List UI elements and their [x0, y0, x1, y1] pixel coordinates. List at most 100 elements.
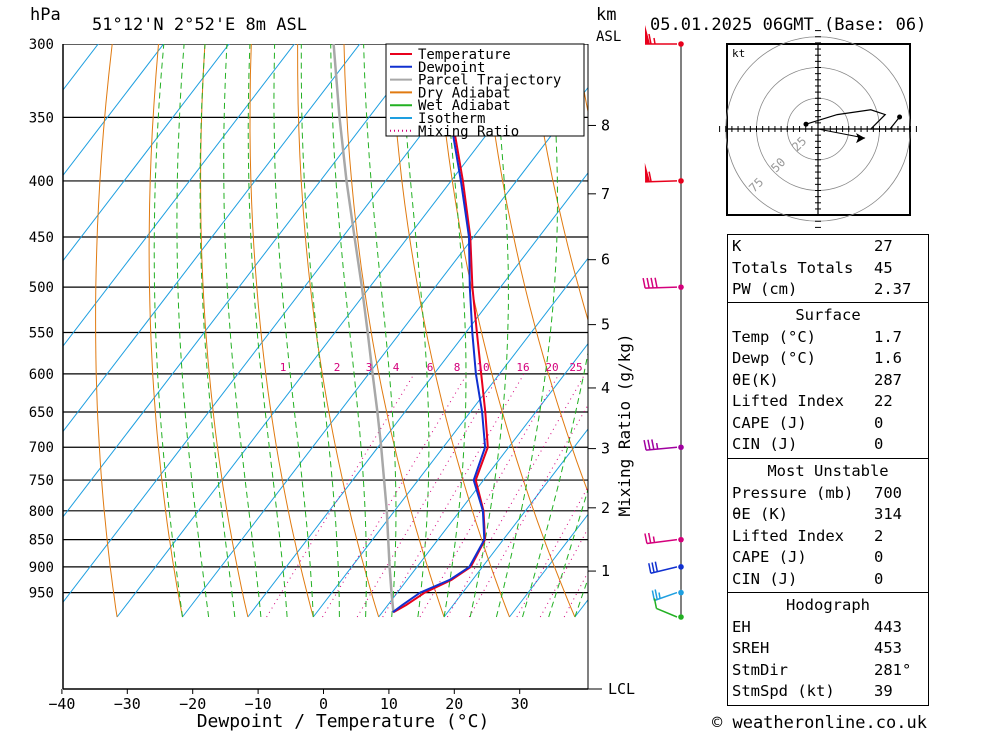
pressure-tick-label: 450 — [29, 230, 54, 246]
surface-index-label: Lifted Index — [732, 392, 844, 410]
surface-indices-box: Surface Temp (°C) 1.7 Dewp (°C) 1.6 θE(K) 287… — [727, 302, 929, 459]
hodograph-end-dot — [897, 114, 903, 120]
hodograph-index-label: StmSpd (kt) — [732, 682, 835, 700]
legend-label: Temperature — [418, 47, 511, 63]
hodograph-index-label: SREH — [732, 639, 770, 657]
wind-barb-flag — [648, 33, 652, 45]
datetime-title: 05.01.2025 06GMT (Base: 06) — [650, 15, 926, 35]
x-tick-label: 0 — [319, 695, 328, 713]
isotherm-line — [182, 86, 588, 618]
isotherm-line — [63, 44, 295, 347]
surface-index-label: CAPE (J) — [732, 413, 807, 432]
wind-barb-flag — [646, 277, 650, 289]
wind-level-dot — [678, 589, 684, 596]
surface-index-value: 0 — [874, 435, 884, 453]
pressure-tick-label: 650 — [29, 405, 54, 421]
wind-barb-half-flag — [652, 536, 656, 543]
wind-barb-half-flag — [653, 37, 656, 45]
wind-level-dot — [678, 41, 684, 47]
wind-barb-half-flag — [655, 442, 659, 450]
wind-level-dot — [678, 178, 684, 184]
pressure-unit-label: hPa — [30, 5, 61, 25]
surface-title: Surface — [795, 306, 861, 324]
x-tick-label: −20 — [179, 695, 206, 713]
isotherm-line — [63, 44, 99, 91]
x-axis-title: Dewpoint / Temperature (°C) — [197, 711, 490, 732]
location-title: 51°12'N 2°52'E 8m ASL — [92, 15, 307, 35]
surface-index-label: CIN (J) — [732, 435, 798, 453]
km-tick-label: 1 — [601, 562, 610, 580]
height-unit-bottom: ASL — [596, 29, 621, 45]
lcl-label: LCL — [608, 680, 635, 698]
hodograph-start-dot — [803, 121, 809, 127]
pressure-tick-label: 600 — [29, 367, 54, 383]
dry-adiabat-line — [95, 44, 118, 618]
wind-barb-pennant — [644, 162, 651, 182]
pressure-tick-label: 500 — [29, 280, 54, 296]
km-tick-label: 5 — [601, 316, 610, 334]
general-indices-box: K 27 Totals Totals 45 PW (cm) 2.37 — [727, 234, 929, 303]
pressure-tick-label: 750 — [29, 473, 54, 489]
wet-adiabat-line — [443, 44, 467, 618]
wet-adiabat-line — [300, 44, 340, 618]
wind-level-dot — [678, 614, 684, 620]
dry-adiabat-line — [297, 44, 380, 618]
x-tick-label: 20 — [445, 695, 463, 713]
most-unstable-index-label: Lifted Index — [732, 526, 844, 545]
pressure-tick-label: 850 — [29, 533, 54, 549]
general-index-value: 2.37 — [874, 280, 912, 298]
general-index-label: PW (cm) — [732, 280, 798, 298]
wind-barb-flag — [651, 562, 655, 573]
wind-barb-flag — [650, 277, 654, 288]
most-unstable-title: Most Unstable — [767, 462, 889, 480]
legend-label: Dewpoint — [418, 60, 485, 76]
isotherm-line — [63, 44, 165, 177]
wet-adiabat-line — [176, 44, 210, 618]
wind-level-dot — [678, 284, 684, 290]
wind-barb — [646, 538, 678, 545]
dry-adiabat-line — [200, 44, 249, 618]
km-tick-label: 4 — [601, 379, 610, 397]
dry-adiabat-line — [935, 11, 1000, 617]
storm-motion-arrow — [817, 128, 866, 139]
isotherm-line — [378, 342, 588, 618]
wind-barb-flag — [654, 277, 658, 288]
surface-index-value: 1.7 — [874, 327, 902, 346]
dry-adiabat-line — [148, 44, 183, 618]
wet-adiabat-line — [548, 487, 588, 618]
wind-barb-flag — [653, 598, 658, 609]
general-index-label: K — [732, 237, 742, 255]
wet-adiabat-line — [469, 44, 509, 618]
pressure-tick-label: 350 — [29, 110, 54, 126]
mixing-ratio-label: 4 — [393, 361, 400, 374]
most-unstable-index-label: CAPE (J) — [732, 548, 807, 566]
pressure-tick-label: 950 — [29, 586, 54, 602]
dry-adiabat-line — [436, 44, 576, 618]
hodograph-trace — [805, 109, 901, 130]
isotherm-line — [0, 0, 34, 617]
mixing-ratio-label: 1 — [280, 361, 287, 374]
wind-barb-flag — [648, 171, 652, 182]
legend-label: Isotherm — [418, 111, 485, 127]
wind-barb — [646, 446, 678, 451]
most-unstable-index-value: 0 — [874, 548, 884, 566]
surface-index-label: Temp (°C) — [732, 327, 816, 346]
wind-barb — [654, 591, 678, 602]
pressure-tick-label: 700 — [29, 440, 54, 456]
surface-index-value: 287 — [874, 370, 902, 389]
km-tick-label: 3 — [601, 440, 610, 458]
x-tick-label: 10 — [380, 695, 398, 713]
most-unstable-index-value: 700 — [874, 483, 902, 502]
height-unit-top: km — [596, 5, 616, 25]
wind-barb-flag — [647, 532, 652, 544]
wet-adiabat-line — [400, 44, 430, 618]
hodograph-index-label: EH — [732, 617, 751, 636]
general-index-label: Totals Totals — [732, 258, 854, 277]
wind-level-dot — [678, 564, 684, 570]
mixing-ratio-label: 6 — [427, 361, 434, 374]
credit-footer: © weatheronline.co.uk — [712, 713, 927, 733]
mixing-ratio-label: 20 — [545, 361, 558, 374]
temperature-profile — [392, 44, 489, 614]
surface-index-label: θE(K) — [732, 370, 779, 389]
